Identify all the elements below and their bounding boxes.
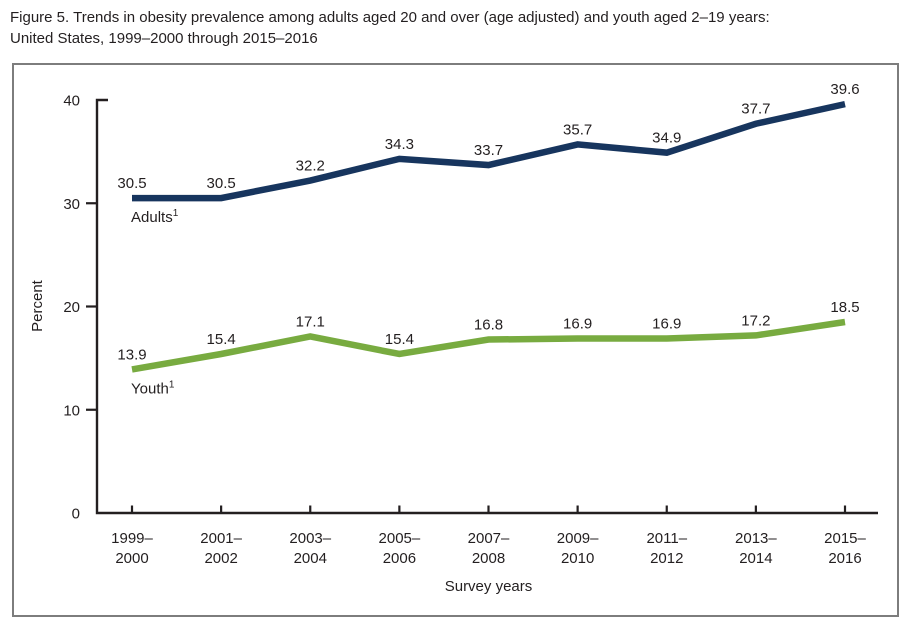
figure-title: Figure 5. Trends in obesity prevalence a… xyxy=(10,7,904,49)
youth-point-label: 17.2 xyxy=(741,312,770,329)
x-axis-tick-label-line2: 2010 xyxy=(561,550,594,567)
adults-series-label: Adults1 xyxy=(131,208,179,226)
y-axis-title: Percent xyxy=(29,279,46,332)
adults-point-label: 34.9 xyxy=(652,130,681,147)
x-axis-tick-label-line2: 2006 xyxy=(383,550,416,567)
y-axis-tick-label: 20 xyxy=(63,299,80,316)
x-axis-tick-label-line2: 2012 xyxy=(650,550,683,567)
figure-title-line2: United States, 1999–2000 through 2015–20… xyxy=(10,30,318,47)
x-axis-tick-label-line2: 2000 xyxy=(115,550,148,567)
youth-point-label: 15.4 xyxy=(385,331,414,348)
x-axis-tick-label-line2: 2004 xyxy=(294,550,327,567)
x-axis-tick-label-line1: 2005– xyxy=(379,530,421,547)
x-axis-tick-label-line2: 2002 xyxy=(204,550,237,567)
x-axis-tick-label-line1: 2015– xyxy=(824,530,866,547)
x-axis-tick-label-line1: 2003– xyxy=(289,530,331,547)
x-axis-tick-label-line2: 2016 xyxy=(828,550,861,567)
x-axis-tick-label-line1: 2011– xyxy=(646,530,687,547)
x-axis-tick-label-line1: 2009– xyxy=(557,530,599,547)
adults-point-label: 39.6 xyxy=(830,81,859,98)
youth-point-label: 17.1 xyxy=(296,313,325,330)
x-axis-tick-label-line1: 2007– xyxy=(468,530,510,547)
youth-point-label: 15.4 xyxy=(207,331,236,348)
x-axis-title: Survey years xyxy=(445,578,533,595)
adults-point-label: 34.3 xyxy=(385,136,414,153)
adults-point-label: 32.2 xyxy=(296,158,325,175)
youth-point-label: 13.9 xyxy=(117,346,146,363)
youth-point-label: 16.8 xyxy=(474,317,503,334)
youth-point-label: 16.9 xyxy=(563,316,592,333)
adults-point-label: 37.7 xyxy=(741,101,770,118)
youth-series-label: Youth1 xyxy=(131,379,175,397)
y-axis-tick-label: 40 xyxy=(63,93,80,110)
adults-point-label: 30.5 xyxy=(117,175,146,192)
adults-point-label: 35.7 xyxy=(563,121,592,138)
figure-title-line1: Figure 5. Trends in obesity prevalence a… xyxy=(10,9,770,26)
x-axis-tick-label-line1: 2013– xyxy=(735,530,777,547)
y-axis-tick-label: 0 xyxy=(72,506,80,523)
x-axis-tick-label-line1: 2001– xyxy=(200,530,242,547)
adults-line xyxy=(132,100,846,202)
youth-line xyxy=(131,318,846,373)
x-axis-tick-label-line2: 2008 xyxy=(472,550,505,567)
x-axis-tick-label-line1: 1999– xyxy=(111,530,153,547)
adults-point-label: 33.7 xyxy=(474,142,503,159)
y-axis-tick-label: 10 xyxy=(63,402,80,419)
adults-point-label: 30.5 xyxy=(207,175,236,192)
youth-point-label: 16.9 xyxy=(652,316,681,333)
y-axis-tick-label: 30 xyxy=(63,196,80,213)
x-axis-tick-label-line2: 2014 xyxy=(739,550,772,567)
youth-point-label: 18.5 xyxy=(830,299,859,316)
chart-border xyxy=(12,63,899,617)
